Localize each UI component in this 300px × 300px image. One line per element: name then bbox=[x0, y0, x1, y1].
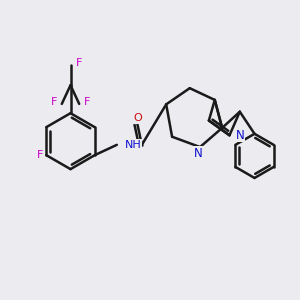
Text: N: N bbox=[194, 147, 203, 160]
Text: N: N bbox=[236, 129, 245, 142]
Text: F: F bbox=[83, 97, 90, 106]
Text: O: O bbox=[133, 113, 142, 123]
Text: F: F bbox=[76, 58, 82, 68]
Text: NH: NH bbox=[125, 140, 142, 150]
Text: F: F bbox=[37, 150, 43, 160]
Text: F: F bbox=[51, 97, 58, 106]
